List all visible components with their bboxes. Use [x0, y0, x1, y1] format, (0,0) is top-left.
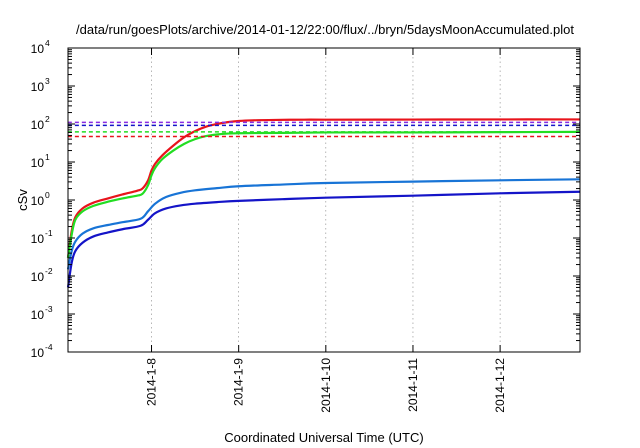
x-tick-label: 2014-1-8 [145, 358, 159, 406]
y-tick-exponent: -4 [45, 342, 53, 352]
y-tick-exponent: 4 [45, 38, 50, 48]
series-line-1 [66, 130, 581, 259]
x-tick-label: 2014-1-12 [493, 358, 507, 413]
y-tick-exponent: -3 [45, 304, 53, 314]
y-tick-label: 10 [31, 80, 45, 94]
y-tick-label: 10 [31, 42, 45, 56]
x-axis-label: Coordinated Universal Time (UTC) [224, 430, 423, 445]
series-line-2 [66, 178, 581, 270]
y-tick-label: 10 [31, 232, 45, 246]
y-tick-exponent: -2 [45, 266, 53, 276]
y-tick-exponent: -1 [45, 228, 53, 238]
x-axis: 2014-1-8 2014-1-9 2014-1-10 2014-1-11 2014-1… [145, 48, 507, 413]
chart-title: /data/run/goesPlots/archive/2014-01-12/2… [76, 22, 574, 37]
series-line-0 [66, 118, 581, 259]
x-tick-label: 2014-1-10 [319, 358, 333, 413]
series-layer [66, 118, 581, 288]
y-axis-label: cSv [15, 189, 30, 211]
y-tick-exponent: 1 [45, 152, 50, 162]
plot-frame [67, 47, 581, 353]
y-tick-exponent: 2 [45, 114, 50, 124]
y-tick-exponent: 3 [45, 76, 50, 86]
y-tick-label: 10 [31, 346, 45, 360]
y-tick-label: 10 [31, 194, 45, 208]
x-tick-label: 2014-1-9 [232, 358, 246, 406]
x-tick-label: 2014-1-11 [406, 358, 420, 412]
y-tick-label: 10 [31, 308, 45, 322]
y-tick-label: 10 [31, 270, 45, 284]
y-tick-label: 10 [31, 118, 45, 132]
series-line-3 [66, 190, 581, 288]
y-tick-exponent: 0 [45, 190, 50, 200]
grid-layer [151, 48, 501, 352]
y-tick-label: 10 [31, 156, 45, 170]
